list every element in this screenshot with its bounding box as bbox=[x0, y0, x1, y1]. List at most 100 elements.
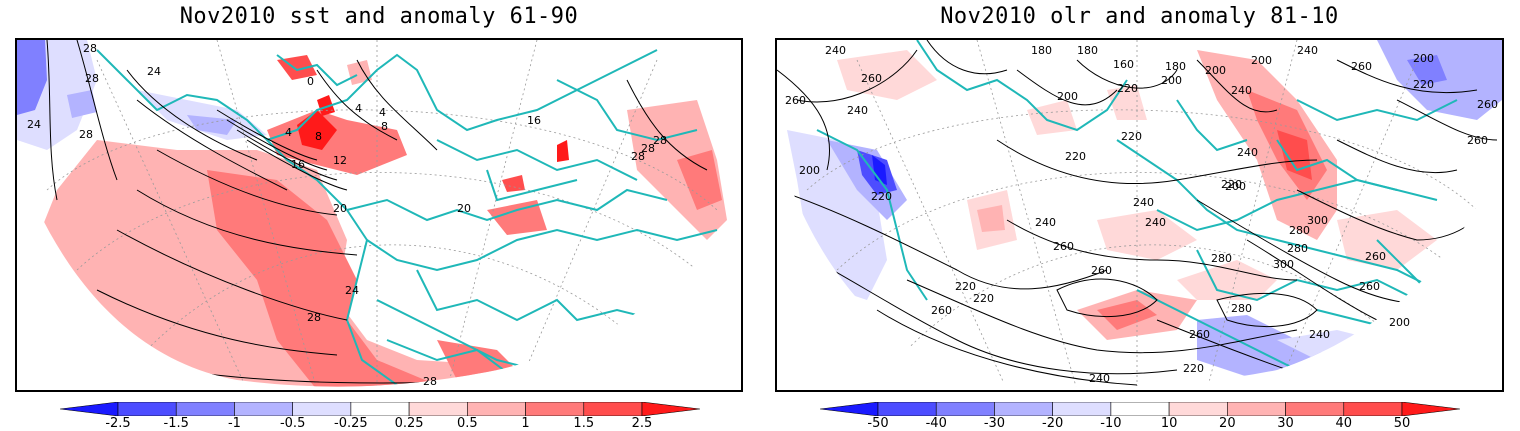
colorbar-segment bbox=[59, 401, 119, 417]
colorbar-tick-label: -0.25 bbox=[334, 416, 368, 431]
colorbar-tick-label: -20 bbox=[1042, 416, 1064, 431]
contour-label: 28 bbox=[653, 134, 667, 147]
sst-contour-labels: 28 28 24 24 28 0 4 4 4 8 8 12 16 16 20 2… bbox=[27, 42, 667, 388]
colorbar-segment bbox=[234, 401, 293, 417]
contour-label: 280 bbox=[1287, 242, 1308, 255]
colorbar-tick-label: 2.5 bbox=[631, 416, 653, 431]
contour-label: 200 bbox=[1205, 64, 1226, 77]
contour-label: 4 bbox=[285, 126, 292, 139]
colorbar-segment bbox=[350, 401, 410, 417]
contour-label: 240 bbox=[1089, 372, 1110, 385]
contour-label: 220 bbox=[871, 190, 892, 203]
colorbar-tick-label: -40 bbox=[925, 416, 947, 431]
contour-label: 260 bbox=[1467, 134, 1488, 147]
colorbar-segment bbox=[1401, 401, 1461, 417]
sst-colorbar-svg bbox=[59, 401, 701, 417]
contour-label: 0 bbox=[307, 75, 314, 88]
contour-label: 200 bbox=[1413, 52, 1434, 65]
colorbar-segment bbox=[994, 401, 1053, 417]
contour-label: 28 bbox=[631, 150, 645, 163]
contour-label: 260 bbox=[785, 94, 806, 107]
contour-label: 200 bbox=[799, 164, 820, 177]
olr-anomaly-map: 240 180 180 160 180 200 200 240 260 200 … bbox=[775, 38, 1504, 392]
colorbar-tick-label: 10 bbox=[1160, 416, 1178, 431]
contour-label: 260 bbox=[1365, 250, 1386, 263]
contour-label: 220 bbox=[1221, 178, 1242, 191]
contour-label: 260 bbox=[1351, 60, 1372, 73]
contour-label: 28 bbox=[307, 311, 321, 324]
colorbar-segment bbox=[1168, 401, 1228, 417]
colorbar-tick-label: -1.5 bbox=[163, 416, 189, 431]
colorbar-tick-label: -10 bbox=[1100, 416, 1122, 431]
contour-label: 220 bbox=[1413, 78, 1434, 91]
colorbar-tick-label: 0.5 bbox=[456, 416, 478, 431]
contour-label: 260 bbox=[1053, 240, 1074, 253]
colorbar-segment bbox=[877, 401, 937, 417]
contour-label: 240 bbox=[825, 44, 846, 57]
colorbar-tick-label: 0.25 bbox=[394, 416, 424, 431]
contour-label: 200 bbox=[1225, 180, 1246, 193]
contour-label: 28 bbox=[83, 42, 97, 55]
contour-label: 16 bbox=[527, 114, 541, 127]
colorbar-segment bbox=[1343, 401, 1403, 417]
contour-label: 220 bbox=[955, 280, 976, 293]
olr-contours bbox=[777, 40, 1498, 386]
left-map-title: Nov2010 sst and anomaly 61-90 bbox=[179, 4, 579, 29]
contour-label: 220 bbox=[973, 292, 994, 305]
contour-label: 24 bbox=[345, 284, 359, 297]
colorbar-segment bbox=[935, 401, 995, 417]
contour-label: 220 bbox=[1121, 130, 1142, 143]
cold-anomaly-region bbox=[17, 40, 47, 115]
contour-label: 280 bbox=[1211, 252, 1232, 265]
colorbar-tick-label: -0.5 bbox=[279, 416, 306, 431]
contour-label: 180 bbox=[1165, 60, 1186, 73]
colorbar-segment bbox=[467, 401, 526, 417]
colorbar-segment bbox=[1285, 401, 1345, 417]
sst-map-svg: 28 28 24 24 28 0 4 4 4 8 8 12 16 16 20 2… bbox=[17, 40, 741, 388]
contour-label: 28 bbox=[85, 72, 99, 85]
colorbar-tick-label: -50 bbox=[867, 416, 889, 431]
contour-label: 300 bbox=[1307, 214, 1328, 227]
contour-label: 240 bbox=[1231, 84, 1252, 97]
contour-label: 260 bbox=[1189, 328, 1210, 341]
contour-label: 280 bbox=[1289, 224, 1310, 237]
contour-label: 200 bbox=[1057, 90, 1078, 103]
contour-label: 8 bbox=[381, 120, 388, 133]
contour-label: 200 bbox=[1161, 74, 1182, 87]
colorbar-segment bbox=[1227, 401, 1286, 417]
contour-label: 180 bbox=[1077, 44, 1098, 57]
colorbar-tick-label: 1.5 bbox=[573, 416, 595, 431]
colorbar-tick-label: 40 bbox=[1335, 416, 1353, 431]
contour-label: 260 bbox=[1477, 98, 1498, 111]
colorbar-segment bbox=[583, 401, 643, 417]
colorbar-tick-label: 30 bbox=[1277, 416, 1294, 431]
colorbar-segment bbox=[117, 401, 177, 417]
contour-label: 240 bbox=[1237, 146, 1258, 159]
olr-map-svg: 240 180 180 160 180 200 200 240 260 200 … bbox=[777, 40, 1502, 387]
right-map-title: Nov2010 olr and anomaly 81-10 bbox=[940, 4, 1339, 29]
contour-label: 300 bbox=[1273, 258, 1294, 271]
olr-colorbar bbox=[819, 401, 1461, 417]
contour-label: 260 bbox=[931, 304, 952, 317]
sst-colorbar bbox=[59, 401, 701, 417]
contour-label: 280 bbox=[1231, 302, 1252, 315]
contour-label: 240 bbox=[847, 104, 868, 117]
contour-label: 260 bbox=[861, 72, 882, 85]
sst-contours bbox=[46, 40, 708, 384]
contour-label: 240 bbox=[1297, 44, 1318, 57]
colorbar-segment bbox=[819, 401, 879, 417]
contour-label: 4 bbox=[355, 102, 362, 115]
sst-anomaly-map: 28 28 24 24 28 0 4 4 4 8 8 12 16 16 20 2… bbox=[15, 38, 743, 392]
colorbar-tick-label: -2.5 bbox=[105, 416, 131, 431]
colorbar-tick-label: 50 bbox=[1393, 416, 1411, 431]
contour-label: 20 bbox=[457, 202, 471, 215]
contour-label: 160 bbox=[1113, 58, 1134, 71]
contour-label: 240 bbox=[1145, 216, 1166, 229]
contour-label: 28 bbox=[79, 128, 93, 141]
colorbar-segment bbox=[641, 401, 701, 417]
colorbar-segment bbox=[292, 401, 352, 417]
colorbar-tick-label: -30 bbox=[983, 416, 1006, 431]
contour-label: 20 bbox=[333, 202, 347, 215]
colorbar-segment bbox=[1052, 401, 1112, 417]
contour-label: 220 bbox=[1065, 150, 1086, 163]
